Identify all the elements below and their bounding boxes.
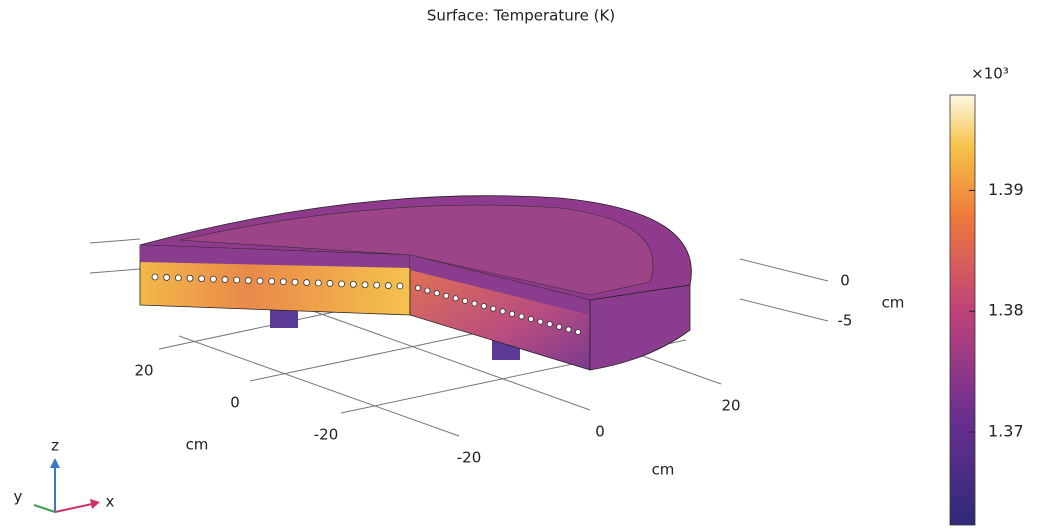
- channel: [362, 282, 368, 288]
- channel: [510, 311, 515, 316]
- channel: [152, 274, 158, 280]
- channel: [292, 279, 298, 285]
- channel: [315, 280, 321, 286]
- grid-line: [90, 239, 140, 243]
- channel: [472, 301, 477, 306]
- channel: [397, 283, 403, 289]
- channel: [350, 281, 356, 287]
- geometry: [140, 196, 691, 370]
- colorbar-tick-label: 1.38: [988, 301, 1024, 320]
- channel: [481, 304, 486, 309]
- channel: [175, 275, 181, 281]
- channel: [415, 285, 420, 290]
- channel: [280, 279, 286, 285]
- channel: [245, 277, 251, 283]
- channel: [500, 309, 505, 314]
- channel: [462, 298, 467, 303]
- y-tick-label: -20: [314, 426, 339, 444]
- channel: [566, 327, 571, 332]
- triad-x: x: [106, 493, 115, 511]
- x-axis-label: cm: [652, 461, 675, 479]
- z-axis-label: cm: [882, 294, 905, 312]
- triad-y: y: [14, 488, 23, 506]
- z-tick-label: -5: [838, 312, 853, 330]
- channel: [210, 276, 216, 282]
- channel: [374, 282, 380, 288]
- x-tick-label: 20: [721, 397, 740, 415]
- colorbar-tick-label: 1.37: [988, 421, 1024, 440]
- channel: [491, 306, 496, 311]
- colorbar-tick-label: 1.39: [988, 180, 1024, 199]
- arrow-head: [50, 458, 60, 468]
- channel: [528, 316, 533, 321]
- plot-window: Surface: Temperature (K) ×10³ z y x cm c…: [0, 0, 1043, 531]
- grid-line: [740, 259, 828, 281]
- channel: [434, 291, 439, 296]
- x-tick-label: 0: [595, 423, 605, 441]
- x-tick-label: -20: [457, 449, 482, 467]
- channel: [222, 277, 228, 283]
- channel: [269, 278, 275, 284]
- grid-line: [740, 299, 828, 321]
- triad-z: z: [51, 437, 59, 455]
- channel: [199, 276, 205, 282]
- channel: [385, 283, 391, 289]
- outer-rim: [590, 285, 690, 370]
- channel: [164, 274, 170, 280]
- channel: [339, 281, 345, 287]
- channel: [557, 324, 562, 329]
- colorbar: [950, 95, 975, 525]
- z-tick-label: 0: [840, 272, 850, 290]
- plot-title: Surface: Temperature (K): [427, 7, 615, 25]
- channel: [327, 280, 333, 286]
- channel: [304, 280, 310, 286]
- channel: [538, 319, 543, 324]
- channel: [425, 288, 430, 293]
- channel: [257, 278, 263, 284]
- y-tick-label: 20: [134, 362, 153, 380]
- channel: [547, 322, 552, 327]
- x-arrow: [55, 504, 92, 512]
- channel: [519, 314, 524, 319]
- channel: [444, 293, 449, 298]
- channel: [234, 277, 240, 283]
- channel: [453, 296, 458, 301]
- grid-line: [90, 269, 140, 273]
- colorbar-multiplier: ×10³: [971, 65, 1009, 83]
- y-axis-label: cm: [186, 436, 209, 454]
- y-arrow: [34, 505, 55, 512]
- triad: z y x: [14, 437, 115, 513]
- arrow-head: [90, 499, 100, 509]
- channel: [575, 329, 580, 334]
- y-tick-label: 0: [230, 394, 240, 412]
- channel: [187, 275, 193, 281]
- grid-line: [179, 336, 459, 436]
